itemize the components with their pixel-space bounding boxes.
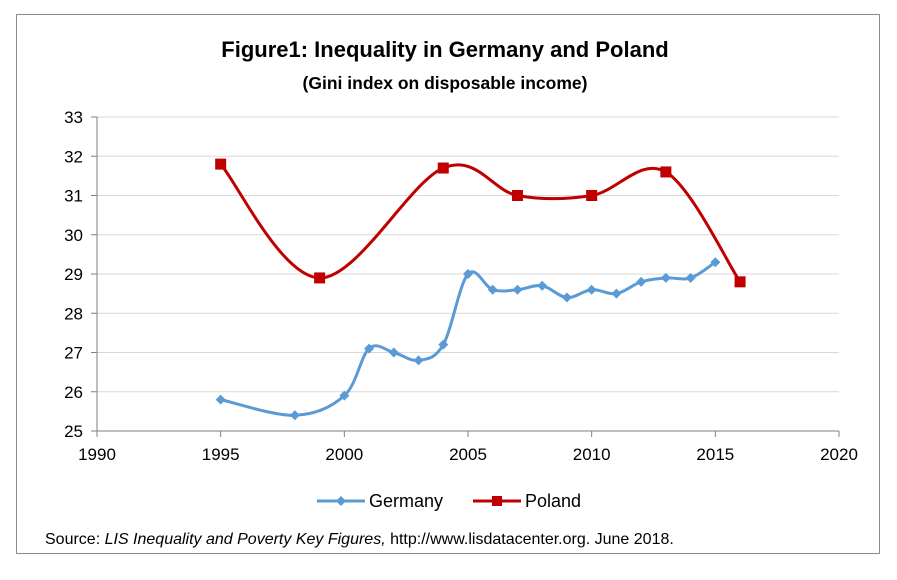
- germany-point-2007: [512, 284, 523, 295]
- chart-title: Figure1: Inequality in Germany and Polan…: [221, 37, 668, 62]
- y-tick-label-26: 26: [64, 383, 83, 402]
- chart-frame: Figure1: Inequality in Germany and Polan…: [16, 14, 880, 554]
- y-tick-label-27: 27: [64, 344, 83, 363]
- y-axis-tick-labels: 25 26 27 28 29 30 31 32 33: [64, 108, 83, 441]
- poland-point-1995: [215, 158, 227, 170]
- x-tick-label-2000: 2000: [325, 445, 363, 464]
- legend-germany-label: Germany: [369, 491, 443, 511]
- legend-poland-label: Poland: [525, 491, 581, 511]
- germany-point-2009: [561, 292, 572, 303]
- germany-point-1995: [215, 394, 226, 405]
- source-prefix: Source:: [45, 531, 105, 548]
- source-note: Source: LIS Inequality and Poverty Key F…: [45, 531, 674, 549]
- x-tick-label-2015: 2015: [696, 445, 734, 464]
- x-tick-label-2010: 2010: [573, 445, 611, 464]
- germany-point-2014: [685, 272, 696, 283]
- germany-point-2015: [710, 257, 721, 268]
- germany-point-2002: [388, 347, 399, 358]
- germany-point-1998: [289, 410, 300, 421]
- poland-point-1999: [314, 272, 326, 284]
- series-markers: [215, 158, 746, 421]
- y-tick-label-30: 30: [64, 226, 83, 245]
- gridlines: [97, 116, 839, 393]
- germany-point-2001: [364, 343, 375, 354]
- x-tick-label-1995: 1995: [202, 445, 240, 464]
- germany-point-2006: [487, 284, 498, 295]
- germany-point-2005: [463, 269, 473, 279]
- axes: [91, 116, 840, 437]
- germany-point-2008: [537, 280, 548, 291]
- y-tick-label-25: 25: [64, 422, 83, 441]
- poland-point-2013: [660, 166, 672, 178]
- series-lines: [219, 163, 742, 417]
- germany-point-2010: [586, 284, 597, 295]
- x-tick-label-1990: 1990: [78, 445, 116, 464]
- poland-point-2004: [437, 162, 449, 174]
- x-tick-label-2005: 2005: [449, 445, 487, 464]
- germany-point-2000: [339, 390, 350, 401]
- germany-point-2003: [413, 355, 424, 366]
- poland-line: [219, 163, 742, 283]
- y-tick-label-32: 32: [64, 147, 83, 166]
- chart-subtitle: (Gini index on disposable income): [303, 73, 588, 93]
- y-tick-label-28: 28: [64, 304, 83, 323]
- source-suffix: http://www.lisdatacenter.org. June 2018.: [385, 531, 674, 548]
- germany-point-2011: [611, 288, 622, 299]
- germany-point-2012: [636, 276, 647, 287]
- poland-point-2007: [511, 190, 523, 201]
- y-tick-label-31: 31: [64, 187, 83, 206]
- x-tick-label-2020: 2020: [820, 445, 858, 464]
- y-tick-label-29: 29: [64, 265, 83, 284]
- line-chart: Figure1: Inequality in Germany and Polan…: [64, 37, 858, 511]
- poland-point-2016: [734, 276, 746, 288]
- germany-point-2004: [438, 339, 449, 350]
- legend-germany-marker: [336, 496, 346, 506]
- legend: Germany Poland: [317, 491, 581, 511]
- source-title: LIS Inequality and Poverty Key Figures,: [104, 531, 386, 548]
- y-tick-label-33: 33: [64, 108, 83, 127]
- x-axis-tick-labels: 1990 1995 2000 2005 2010 2015 2020: [78, 445, 858, 464]
- poland-point-2010: [586, 190, 598, 201]
- legend-poland-marker: [492, 496, 502, 506]
- germany-point-2013: [660, 272, 671, 283]
